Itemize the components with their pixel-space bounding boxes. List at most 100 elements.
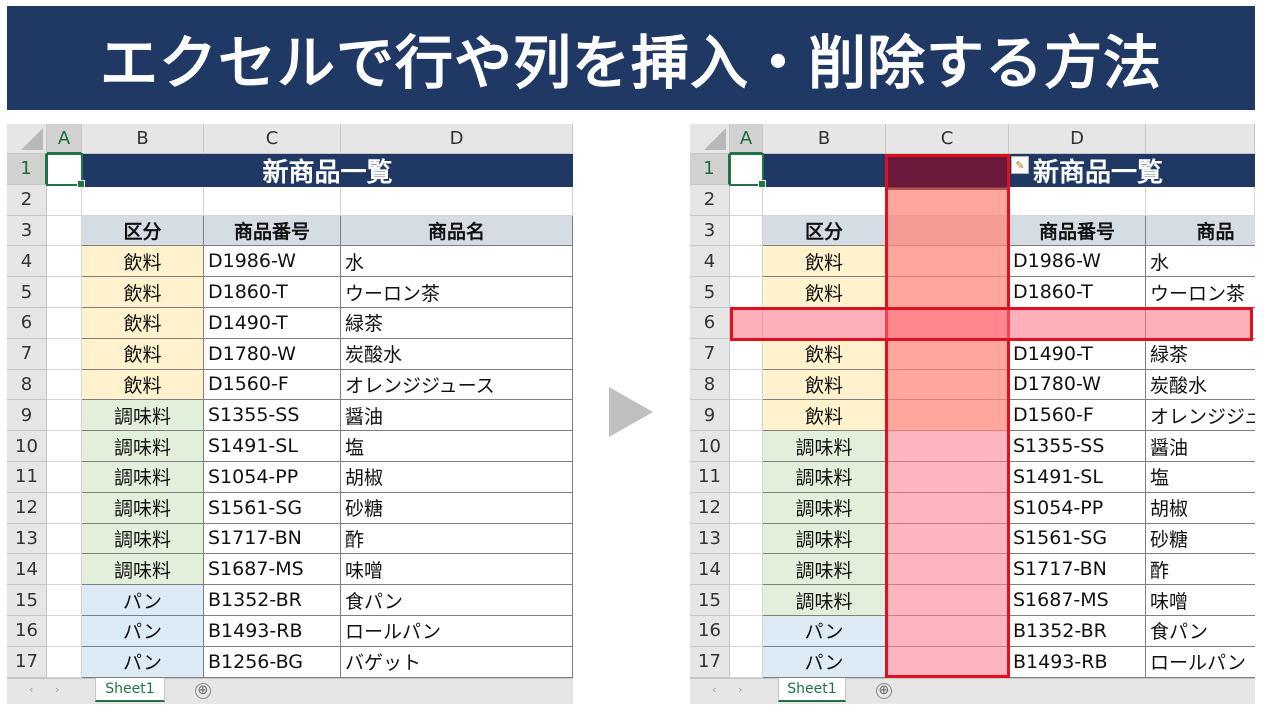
cell-a13[interactable] <box>47 523 82 555</box>
category-cell[interactable]: 飲料 <box>763 277 886 308</box>
product-code-cell[interactable]: S1054-PP <box>1009 492 1146 524</box>
column-header-b[interactable]: B <box>763 124 886 154</box>
product-name-cell[interactable]: 酢 <box>341 523 573 555</box>
cell-row2[interactable] <box>1009 184 1146 216</box>
row-header-4[interactable]: 4 <box>7 246 47 278</box>
product-name-cell[interactable]: バゲット <box>341 646 573 678</box>
product-code-cell[interactable]: D1780-W <box>204 338 341 370</box>
product-code-cell[interactable]: D1860-T <box>204 277 341 308</box>
category-cell[interactable]: パン <box>763 646 886 678</box>
cell-a6[interactable] <box>47 308 82 339</box>
product-name-cell[interactable]: 胡椒 <box>1146 493 1255 524</box>
cell-a12[interactable] <box>47 492 82 524</box>
row-header-8[interactable]: 8 <box>7 369 47 401</box>
product-code-cell[interactable]: S1687-MS <box>1009 585 1146 616</box>
cell-a7[interactable] <box>730 338 763 370</box>
cell-a15[interactable] <box>47 585 82 616</box>
row-header-12[interactable]: 12 <box>690 492 730 524</box>
cell-a4[interactable] <box>730 246 763 278</box>
product-name-cell[interactable]: 炭酸水 <box>341 338 573 370</box>
category-cell[interactable]: 飲料 <box>82 369 204 401</box>
row-header-15[interactable]: 15 <box>690 585 730 616</box>
category-cell[interactable]: パン <box>82 646 204 678</box>
product-name-cell[interactable]: 醤油 <box>341 400 573 432</box>
column-header-d[interactable]: D <box>1009 124 1146 154</box>
row-header-17[interactable]: 17 <box>690 646 730 678</box>
row-header-16[interactable]: 16 <box>7 616 47 647</box>
column-header-c[interactable]: C <box>886 124 1009 154</box>
cell-a5[interactable] <box>47 277 82 308</box>
cell-a8[interactable] <box>730 369 763 401</box>
prev-sheet-icon[interactable]: ‹ <box>712 683 717 696</box>
product-code-cell[interactable]: S1491-SL <box>204 431 341 462</box>
add-sheet-icon[interactable]: ⊕ <box>876 683 892 699</box>
product-name-cell[interactable]: 胡椒 <box>341 462 573 493</box>
product-name-cell[interactable]: 酢 <box>1146 554 1255 586</box>
column-header-d[interactable]: D <box>341 124 573 154</box>
product-name-cell[interactable]: 砂糖 <box>1146 524 1255 555</box>
category-cell[interactable]: 飲料 <box>763 338 886 370</box>
cell-a9[interactable] <box>730 400 763 432</box>
product-name-cell[interactable]: 食パン <box>341 585 573 616</box>
row-header-14[interactable]: 14 <box>7 554 47 586</box>
cell-a17[interactable] <box>47 646 82 678</box>
category-cell[interactable]: 調味料 <box>763 554 886 586</box>
column-header-e[interactable] <box>1146 124 1255 154</box>
category-cell[interactable]: パン <box>763 616 886 647</box>
product-code-cell[interactable]: D1780-W <box>1009 369 1146 401</box>
product-name-cell[interactable]: 味噌 <box>1146 585 1255 616</box>
row-header-2[interactable]: 2 <box>7 184 47 216</box>
column-header-a[interactable]: A <box>730 124 763 154</box>
category-cell[interactable]: パン <box>82 616 204 647</box>
cell-a3[interactable] <box>47 215 82 247</box>
product-name-cell[interactable]: 緑茶 <box>341 308 573 339</box>
row-header-13[interactable]: 13 <box>7 523 47 555</box>
row-header-6[interactable]: 6 <box>7 308 47 339</box>
cell-a11[interactable] <box>47 462 82 493</box>
row-header-1[interactable]: 1 <box>690 154 730 185</box>
row-header-2[interactable]: 2 <box>690 184 730 216</box>
cell-a15[interactable] <box>730 585 763 616</box>
product-name-cell[interactable]: ウーロン茶 <box>341 277 573 308</box>
prev-sheet-icon[interactable]: ‹ <box>29 683 34 696</box>
row-header-1[interactable]: 1 <box>7 154 47 185</box>
product-code-cell[interactable]: B1493-RB <box>204 616 341 647</box>
product-code-cell[interactable]: S1717-BN <box>204 523 341 555</box>
cell-a14[interactable] <box>47 554 82 586</box>
next-sheet-icon[interactable]: › <box>738 683 743 696</box>
active-cell-a1[interactable] <box>46 153 85 188</box>
add-sheet-icon[interactable]: ⊕ <box>195 683 211 699</box>
cell-row2[interactable] <box>341 184 573 216</box>
select-all-corner[interactable] <box>690 124 730 154</box>
product-name-cell[interactable]: 醤油 <box>1146 431 1255 462</box>
category-cell[interactable]: 調味料 <box>82 492 204 524</box>
cell-a4[interactable] <box>47 246 82 278</box>
row-header-10[interactable]: 10 <box>690 431 730 462</box>
row-header-12[interactable]: 12 <box>7 492 47 524</box>
cell-a7[interactable] <box>47 338 82 370</box>
category-cell[interactable]: 調味料 <box>763 431 886 462</box>
paste-options-icon[interactable]: ✎ <box>1011 156 1029 174</box>
category-cell[interactable]: 飲料 <box>82 338 204 370</box>
product-name-cell[interactable]: 味噌 <box>341 554 573 586</box>
product-name-cell[interactable]: 水 <box>1146 246 1255 278</box>
product-code-cell[interactable]: D1560-F <box>1009 400 1146 432</box>
cell-a9[interactable] <box>47 400 82 432</box>
category-cell[interactable]: 調味料 <box>82 400 204 432</box>
category-cell[interactable]: 調味料 <box>82 523 204 555</box>
row-header-17[interactable]: 17 <box>7 646 47 678</box>
row-header-11[interactable]: 11 <box>7 462 47 493</box>
product-code-cell[interactable]: D1490-T <box>1009 338 1146 370</box>
product-code-cell[interactable]: B1256-BG <box>204 646 341 678</box>
row-header-15[interactable]: 15 <box>7 585 47 616</box>
product-name-cell[interactable]: 食パン <box>1146 616 1255 647</box>
row-header-4[interactable]: 4 <box>690 246 730 278</box>
product-name-cell[interactable]: 炭酸水 <box>1146 370 1255 401</box>
product-code-cell[interactable]: S1054-PP <box>204 462 341 493</box>
product-code-cell[interactable]: S1355-SS <box>204 400 341 432</box>
category-cell[interactable]: 調味料 <box>763 492 886 524</box>
category-cell[interactable]: 調味料 <box>763 585 886 616</box>
next-sheet-icon[interactable]: › <box>55 683 60 696</box>
product-code-cell[interactable]: D1986-W <box>204 246 341 278</box>
row-header-5[interactable]: 5 <box>690 277 730 308</box>
